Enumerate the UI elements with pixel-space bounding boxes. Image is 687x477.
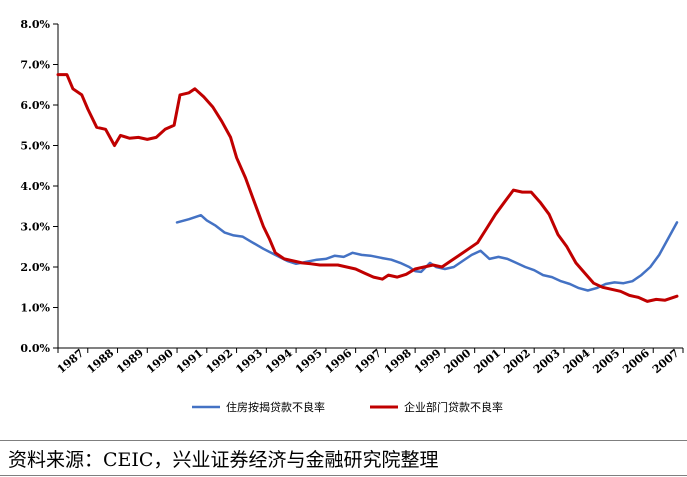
x-tick-label: 2003 bbox=[531, 346, 563, 376]
x-tick-label: 1997 bbox=[352, 346, 384, 376]
series-layer bbox=[56, 73, 679, 303]
y-tick-label: 5.0% bbox=[20, 140, 50, 153]
y-tick-label: 1.0% bbox=[20, 302, 50, 315]
x-tick-label: 1988 bbox=[84, 346, 116, 376]
x-tick-label: 1989 bbox=[114, 346, 146, 376]
x-tick-label: 2005 bbox=[590, 346, 622, 376]
x-tick-label: 1990 bbox=[144, 346, 176, 376]
x-tick-label: 1996 bbox=[323, 346, 355, 376]
legend-label-2: 企业部门贷款不良率 bbox=[404, 400, 503, 414]
y-tick-label: 3.0% bbox=[20, 221, 50, 234]
x-tick-label: 1991 bbox=[174, 346, 206, 376]
x-tick-label: 2000 bbox=[442, 346, 474, 376]
x-tick-label: 2006 bbox=[620, 346, 652, 376]
x-axis: 1987198819891990199119921993199419951996… bbox=[55, 346, 684, 376]
series-line-1 bbox=[175, 213, 679, 292]
legend-label-1: 住房按揭贷款不良率 bbox=[226, 400, 325, 414]
y-axis: 0.0% 1.0% 2.0% 3.0% 4.0% 5.0% 6.0% 7.0% 8.0% bbox=[20, 18, 59, 355]
source-note: 资料来源：CEIC，兴业证券经济与金融研究院整理 bbox=[8, 449, 439, 471]
series-line-2 bbox=[56, 73, 679, 303]
x-tick-label: 1992 bbox=[204, 346, 236, 376]
x-tick-label: 1987 bbox=[55, 346, 87, 376]
x-tick-label: 2002 bbox=[501, 346, 533, 376]
x-tick-label: 1994 bbox=[263, 346, 295, 376]
line-chart: 0.0% 1.0% 2.0% 3.0% 4.0% 5.0% 6.0% 7.0% 8.0% 198… bbox=[20, 18, 684, 414]
x-tick-label: 2007 bbox=[650, 346, 682, 376]
y-tick-label: 8.0% bbox=[20, 18, 50, 31]
y-tick-label: 4.0% bbox=[20, 180, 50, 193]
divider-top bbox=[0, 440, 687, 441]
y-tick-label: 7.0% bbox=[20, 59, 50, 72]
legend: 住房按揭贷款不良率 企业部门贷款不良率 bbox=[192, 400, 503, 414]
y-tick-label: 6.0% bbox=[20, 99, 50, 112]
divider-bottom bbox=[0, 475, 687, 476]
x-tick-label: 2001 bbox=[471, 346, 503, 376]
x-tick-label: 2004 bbox=[561, 346, 593, 376]
x-tick-label: 1999 bbox=[412, 346, 444, 376]
x-tick-label: 1993 bbox=[233, 346, 265, 376]
x-tick-label: 1998 bbox=[382, 346, 414, 376]
y-tick-label: 2.0% bbox=[20, 261, 50, 274]
x-tick-label: 1995 bbox=[293, 346, 325, 376]
y-tick-label: 0.0% bbox=[20, 342, 50, 355]
